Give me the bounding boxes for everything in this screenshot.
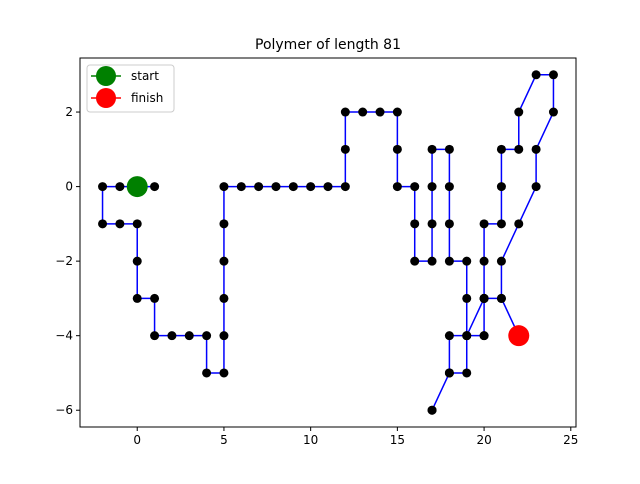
monomer-point bbox=[340, 107, 350, 117]
monomer-point bbox=[479, 256, 489, 266]
endpoints bbox=[126, 176, 530, 347]
monomer-point bbox=[340, 144, 350, 154]
polymer-monomers bbox=[98, 70, 558, 415]
x-tick-label: 25 bbox=[563, 433, 578, 447]
monomer-point bbox=[531, 70, 541, 80]
legend: start finish bbox=[86, 64, 175, 113]
monomer-point bbox=[462, 293, 472, 303]
monomer-point bbox=[184, 331, 194, 341]
x-tick-label: 0 bbox=[133, 433, 141, 447]
y-tick-label: −4 bbox=[55, 329, 73, 343]
monomer-point bbox=[410, 182, 420, 192]
legend-finish-label: finish bbox=[131, 91, 163, 105]
legend-start-marker bbox=[96, 66, 116, 86]
monomer-point bbox=[531, 144, 541, 154]
monomer-point bbox=[132, 219, 142, 229]
monomer-point bbox=[496, 293, 506, 303]
chart-title: Polymer of length 81 bbox=[255, 37, 401, 53]
monomer-point bbox=[323, 182, 333, 192]
monomer-point bbox=[340, 182, 350, 192]
monomer-point bbox=[496, 182, 506, 192]
monomer-point bbox=[427, 405, 437, 415]
start-marker bbox=[126, 176, 148, 198]
y-tick-label: 0 bbox=[65, 180, 73, 194]
monomer-point bbox=[392, 107, 402, 117]
monomer-point bbox=[427, 219, 437, 229]
monomer-point bbox=[496, 256, 506, 266]
monomer-point bbox=[115, 219, 125, 229]
monomer-point bbox=[219, 368, 229, 378]
x-tick-label: 10 bbox=[303, 433, 318, 447]
monomer-point bbox=[444, 144, 454, 154]
monomer-point bbox=[548, 107, 558, 117]
monomer-point bbox=[444, 331, 454, 341]
monomer-point bbox=[288, 182, 298, 192]
monomer-point bbox=[254, 182, 264, 192]
monomer-point bbox=[219, 256, 229, 266]
x-tick-label: 15 bbox=[390, 433, 405, 447]
finish-marker bbox=[508, 325, 530, 347]
monomer-point bbox=[479, 219, 489, 229]
y-tick-label: 2 bbox=[65, 105, 73, 119]
plot-frame bbox=[79, 57, 577, 428]
legend-finish-marker bbox=[96, 88, 116, 108]
monomer-point bbox=[462, 368, 472, 378]
monomer-point bbox=[150, 331, 160, 341]
monomer-point bbox=[427, 256, 437, 266]
y-tick-label: −2 bbox=[55, 254, 73, 268]
monomer-point bbox=[479, 331, 489, 341]
monomer-point bbox=[462, 331, 472, 341]
monomer-point bbox=[375, 107, 385, 117]
monomer-point bbox=[219, 331, 229, 341]
monomer-point bbox=[392, 144, 402, 154]
monomer-point bbox=[358, 107, 368, 117]
x-tick-label: 20 bbox=[476, 433, 491, 447]
monomer-point bbox=[150, 293, 160, 303]
legend-start-label: start bbox=[131, 69, 159, 83]
y-tick-label: −6 bbox=[55, 403, 73, 417]
monomer-point bbox=[410, 219, 420, 229]
monomer-point bbox=[479, 293, 489, 303]
monomer-point bbox=[219, 182, 229, 192]
monomer-point bbox=[531, 182, 541, 192]
monomer-point bbox=[444, 368, 454, 378]
monomer-point bbox=[462, 256, 472, 266]
monomer-point bbox=[496, 219, 506, 229]
monomer-point bbox=[410, 256, 420, 266]
monomer-point bbox=[548, 70, 558, 80]
monomer-point bbox=[202, 331, 212, 341]
monomer-point bbox=[427, 182, 437, 192]
monomer-point bbox=[219, 293, 229, 303]
monomer-point bbox=[150, 182, 160, 192]
y-axis: −6 −4 −2 0 2 bbox=[55, 105, 80, 417]
monomer-point bbox=[392, 182, 402, 192]
x-axis: 0 5 10 15 20 25 bbox=[133, 427, 578, 447]
x-tick-label: 5 bbox=[220, 433, 228, 447]
monomer-point bbox=[444, 219, 454, 229]
monomer-point bbox=[306, 182, 316, 192]
monomer-point bbox=[219, 219, 229, 229]
monomer-point bbox=[98, 219, 108, 229]
monomer-point bbox=[514, 219, 524, 229]
monomer-point bbox=[132, 256, 142, 266]
monomer-point bbox=[444, 256, 454, 266]
monomer-point bbox=[514, 144, 524, 154]
plot-area bbox=[80, 58, 576, 427]
monomer-point bbox=[202, 368, 212, 378]
monomer-point bbox=[514, 107, 524, 117]
monomer-point bbox=[115, 182, 125, 192]
monomer-point bbox=[444, 182, 454, 192]
monomer-point bbox=[132, 293, 142, 303]
monomer-point bbox=[496, 144, 506, 154]
monomer-point bbox=[427, 144, 437, 154]
monomer-point bbox=[236, 182, 246, 192]
monomer-point bbox=[98, 182, 108, 192]
monomer-point bbox=[271, 182, 281, 192]
monomer-point bbox=[167, 331, 177, 341]
